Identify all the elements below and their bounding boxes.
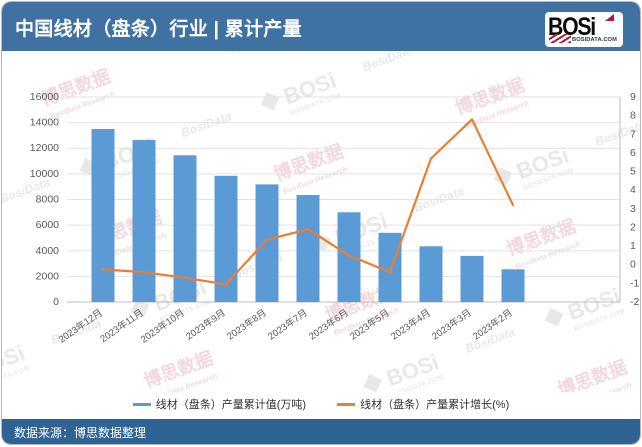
svg-text:3: 3 [630, 203, 636, 215]
svg-text:12000: 12000 [30, 142, 59, 154]
svg-text:8000: 8000 [36, 194, 60, 206]
svg-text:0: 0 [630, 259, 636, 271]
svg-text:16000: 16000 [30, 91, 59, 103]
svg-text:2000: 2000 [36, 270, 60, 282]
svg-text:7: 7 [630, 128, 636, 140]
svg-text:14000: 14000 [30, 117, 59, 129]
svg-text:-2: -2 [630, 296, 639, 308]
svg-text:2: 2 [630, 222, 636, 234]
svg-text:5: 5 [630, 166, 636, 178]
svg-text:0: 0 [53, 296, 59, 308]
svg-text:8: 8 [630, 110, 636, 122]
svg-text:4: 4 [630, 184, 636, 196]
svg-text:-1: -1 [630, 277, 639, 289]
svg-text:4000: 4000 [36, 245, 60, 257]
svg-text:6: 6 [630, 147, 636, 159]
svg-text:6000: 6000 [36, 219, 60, 231]
svg-text:10000: 10000 [30, 168, 59, 180]
svg-text:1: 1 [630, 240, 636, 252]
svg-text:9: 9 [630, 91, 636, 103]
